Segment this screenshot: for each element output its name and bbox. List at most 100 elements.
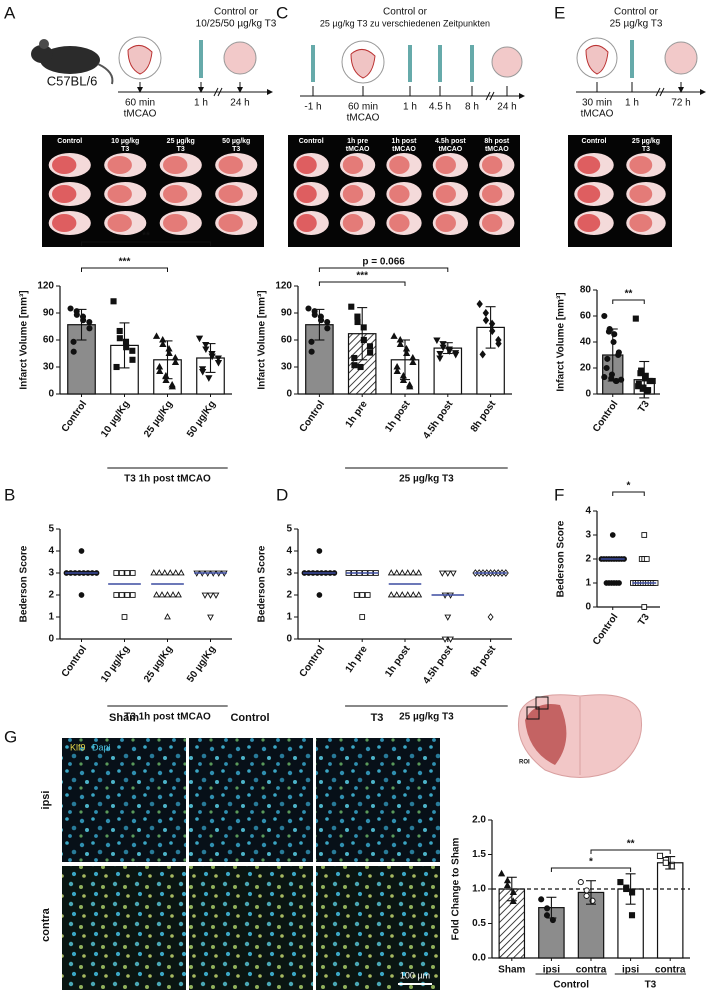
data-point [351,362,358,369]
data-point [113,592,120,598]
data-point [199,368,207,376]
infarct [481,185,503,203]
data-point [601,312,608,320]
data-point [201,592,209,599]
data-point [152,332,161,339]
data-point [324,318,331,326]
time-label: tMCAO [581,109,614,120]
photo-label: tMCAO [439,146,463,153]
y-tick-label: 2 [286,590,292,601]
time-label: 1 h [403,102,417,113]
significance-label: ** [627,839,635,850]
data-point [153,591,160,598]
data-point [123,344,130,351]
data-point [118,570,125,576]
time-label: 24 h [497,102,516,113]
y-axis-label: Infarct Volume [mm³] [257,290,268,389]
significance-label: p = 0.066 [362,257,405,268]
y-tick-label: 90 [281,308,293,319]
infarct [162,156,188,174]
data-point [406,382,414,390]
y-tick-label: 40 [580,337,592,348]
data-point [367,349,374,356]
data-point [214,359,223,367]
y-axis-label: Infarct Volume [mm³] [19,290,30,389]
data-point [116,327,123,335]
data-point [447,636,454,643]
time-label: 8 h [465,102,479,113]
data-point [444,570,452,577]
y-tick-label: 3 [585,530,591,541]
data-point [129,347,136,354]
data-point [577,879,584,886]
data-point [311,311,318,318]
data-point [353,592,360,598]
y-tick-label: 2 [585,554,591,565]
brain-roi-icon [517,694,643,778]
y-tick-label: 60 [281,335,293,346]
data-point [544,905,551,912]
data-point [207,614,214,621]
time-label: tMCAO [347,113,380,124]
x-tick-label: Control [60,644,90,680]
timeline [300,40,525,101]
infarct [577,214,601,232]
x-tick-label: ipsi [622,965,639,976]
data-point [308,338,315,345]
timeline [576,37,706,97]
y-tick-label: 120 [275,281,292,292]
significance-bracket [612,491,645,496]
data-point [172,569,180,576]
data-point [409,569,417,576]
group-label: T3 1h post tMCAO [124,474,211,485]
y-tick-label: 60 [43,335,55,346]
photo-label: tMCAO [392,146,416,153]
infarct [296,214,317,232]
data-point [70,338,77,345]
time-label: 4.5 h [429,102,451,113]
x-tick-label: 4.5h post [421,398,456,441]
data-point [121,614,128,620]
panel-label: E [554,3,565,22]
panel-label: C [276,3,288,22]
significance-bracket [590,849,671,854]
data-point [124,592,131,598]
y-tick-label: 1 [48,612,54,623]
infarct [162,185,188,203]
data-point [359,592,366,598]
data-point [393,569,401,576]
data-point [86,325,93,332]
data-point [78,592,85,598]
data-point [393,367,401,375]
data-point [409,358,417,366]
data-point [583,887,590,894]
scale-bar-label: 100 µm [400,970,430,980]
data-point [175,591,182,598]
infarct [342,214,364,232]
data-point [155,569,163,576]
time-label: tMCAO [124,109,157,120]
y-tick-label: 4 [585,506,591,517]
x-tick-label: 4.5h post [421,643,456,686]
data-point [452,351,460,359]
significance-label: *** [119,257,131,268]
y-axis-label: Bederson Score [257,545,268,622]
data-point [495,339,502,348]
x-tick-label: 1h post [383,643,413,679]
x-tick-label: 1h pre [344,644,370,675]
x-tick-label: Control [298,644,328,680]
data-point [316,548,323,554]
significance-bracket [612,299,645,304]
data-point [354,318,361,326]
infarct [629,185,653,203]
panel-label: A [4,3,16,22]
significance-label: ** [625,289,633,300]
time-label: 60 min [125,98,155,109]
infarct [435,185,456,203]
data-point [205,375,213,382]
photo-label: T3 [642,146,650,153]
infarct [51,156,77,174]
data-point [503,881,512,889]
infarct [51,214,77,232]
